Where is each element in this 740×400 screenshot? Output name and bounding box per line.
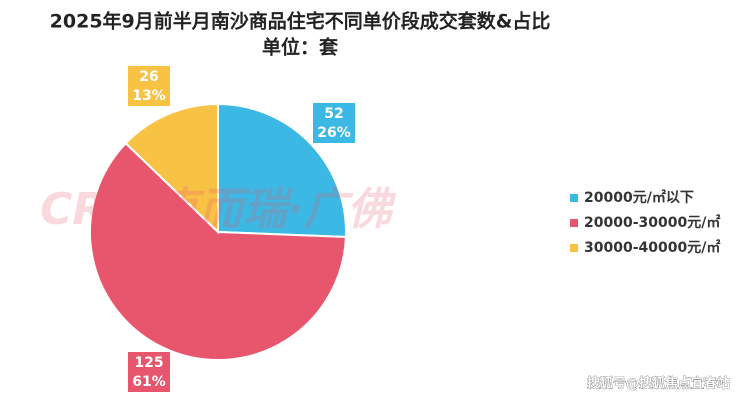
- percent-label: 13%: [132, 88, 166, 104]
- legend-swatch: [570, 194, 578, 202]
- label-box: [313, 103, 355, 143]
- watermark: CRIC克而瑞·广佛: [40, 184, 397, 235]
- pie-slice: [89, 141, 347, 361]
- chart-subtitle: 单位：套: [262, 36, 339, 59]
- label-box: [128, 66, 170, 106]
- legend-label: 30000-40000元/㎡: [584, 239, 720, 256]
- data-label: 26: [139, 69, 158, 85]
- data-label: 125: [134, 355, 163, 371]
- chart-title: 2025年9月前半月南沙商品住宅不同单价段成交套数&占比: [50, 10, 551, 33]
- label-box: [128, 352, 170, 392]
- pie-slice: [124, 102, 219, 235]
- pie-slice: [217, 102, 347, 238]
- data-label: 52: [324, 106, 343, 122]
- legend-swatch: [570, 219, 578, 227]
- legend-swatch: [570, 244, 578, 252]
- legend-label: 20000元/㎡以下: [584, 189, 694, 206]
- source-label: 搜狐号@搜狐焦点宜春站: [587, 376, 730, 392]
- percent-label: 26%: [317, 125, 351, 141]
- legend-label: 20000-30000元/㎡: [584, 214, 720, 231]
- percent-label: 61%: [132, 374, 166, 390]
